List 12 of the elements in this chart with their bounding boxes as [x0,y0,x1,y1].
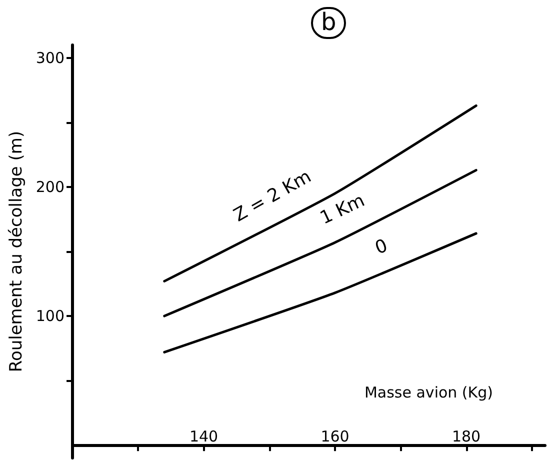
x-tick-label: 160 [320,428,350,446]
annotation: 0 [372,235,390,259]
y-tick-label: 100 [36,307,65,326]
x-tick-label: 180 [452,428,481,446]
y-axis-title: Roulement au décollage (m) [6,130,26,372]
x-axis-title: Masse avion (Kg) [364,384,493,402]
annotation: 1 Km [317,190,368,229]
x-tick-label: 140 [189,428,218,446]
y-tick-label: 200 [36,178,65,196]
chart-title: b [321,8,336,36]
y-tick-label: 300 [36,48,65,67]
annotation: Z = 2 Km [230,166,315,226]
